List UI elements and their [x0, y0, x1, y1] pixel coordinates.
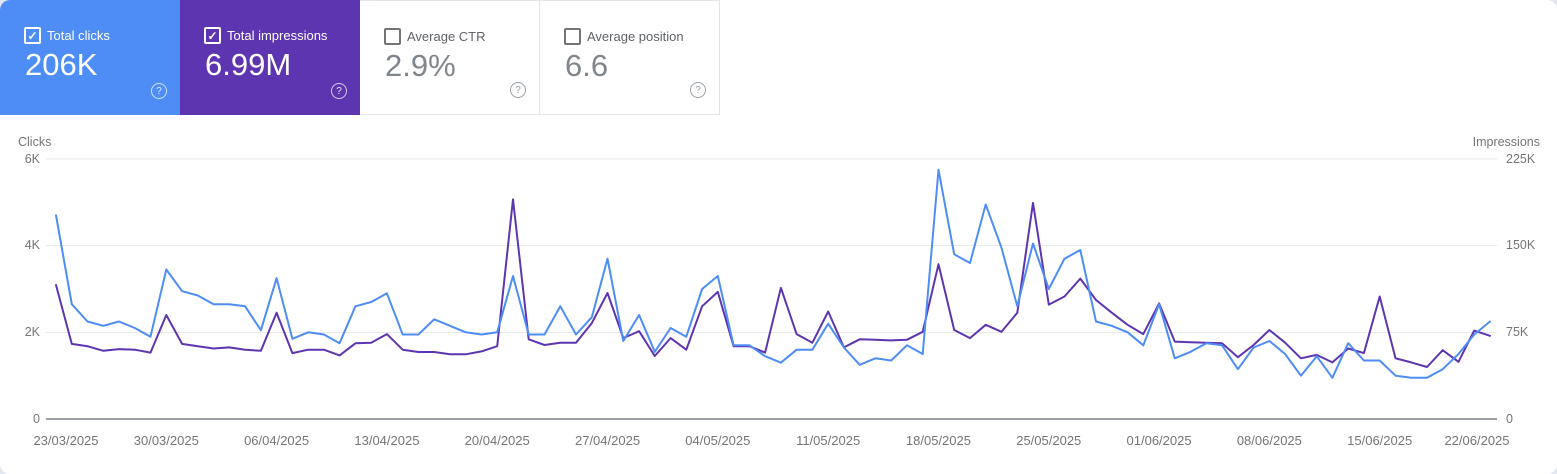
date-label: 18/05/2025	[905, 433, 971, 448]
card-value: 6.99M	[205, 47, 292, 82]
total-clicks-checkbox[interactable]: ✓	[24, 27, 41, 44]
card-label: Average CTR	[407, 29, 486, 44]
date-label: 08/06/2025	[1236, 433, 1302, 448]
checkmark-icon: ✓	[207, 28, 218, 43]
card-average-position[interactable]: ✓ Average position 6.6 ?	[540, 0, 720, 115]
impressions-line[interactable]	[55, 198, 1491, 368]
help-icon[interactable]: ?	[151, 83, 167, 99]
left-tick-label: 4K	[24, 238, 40, 253]
date-label: 13/04/2025	[354, 433, 420, 448]
date-label: 22/06/2025	[1444, 433, 1510, 448]
card-value: 6.6	[565, 48, 609, 83]
date-label: 27/04/2025	[574, 433, 641, 448]
card-value: 206K	[25, 47, 98, 82]
date-label: 04/05/2025	[685, 433, 751, 448]
help-icon[interactable]: ?	[331, 83, 347, 99]
card-total-clicks[interactable]: ✓ Total clicks 206K ?	[0, 0, 180, 115]
left-tick-label: 0	[33, 411, 40, 426]
right-tick-label: 0	[1506, 411, 1513, 426]
right-tick-label: 150K	[1506, 238, 1536, 253]
card-average-ctr[interactable]: ✓ Average CTR 2.9% ?	[360, 0, 540, 115]
left-axis-title: Clicks	[18, 135, 52, 149]
clicks-line[interactable]	[55, 168, 1491, 379]
date-label: 06/04/2025	[244, 433, 310, 448]
help-icon[interactable]: ?	[690, 82, 706, 98]
right-axis-title: Impressions	[1472, 135, 1540, 149]
card-label: Total impressions	[227, 28, 328, 43]
date-label: 15/06/2025	[1347, 433, 1413, 448]
card-total-impressions[interactable]: ✓ Total impressions 6.99M ?	[180, 0, 360, 115]
date-label: 20/04/2025	[464, 433, 530, 448]
date-label: 11/05/2025	[796, 433, 861, 448]
total-impressions-checkbox[interactable]: ✓	[204, 27, 221, 44]
checkmark-icon: ✓	[27, 28, 38, 43]
date-label: 25/05/2025	[1016, 433, 1082, 448]
card-label: Total clicks	[47, 28, 110, 43]
average-ctr-checkbox[interactable]: ✓	[384, 28, 401, 45]
left-tick-label: 6K	[24, 151, 40, 166]
right-tick-label: 225K	[1506, 151, 1536, 166]
left-tick-label: 2K	[24, 324, 40, 339]
card-label: Average position	[587, 29, 684, 44]
help-icon[interactable]: ?	[510, 82, 526, 98]
average-position-checkbox[interactable]: ✓	[564, 28, 581, 45]
card-value: 2.9%	[385, 48, 456, 83]
date-label: 23/03/2025	[33, 433, 99, 448]
date-label: 30/03/2025	[133, 433, 199, 448]
metric-cards-row: ✓ Total clicks 206K ? ✓ Total impression…	[0, 0, 720, 115]
date-label: 01/06/2025	[1126, 433, 1192, 448]
right-tick-label: 75K	[1506, 324, 1529, 339]
